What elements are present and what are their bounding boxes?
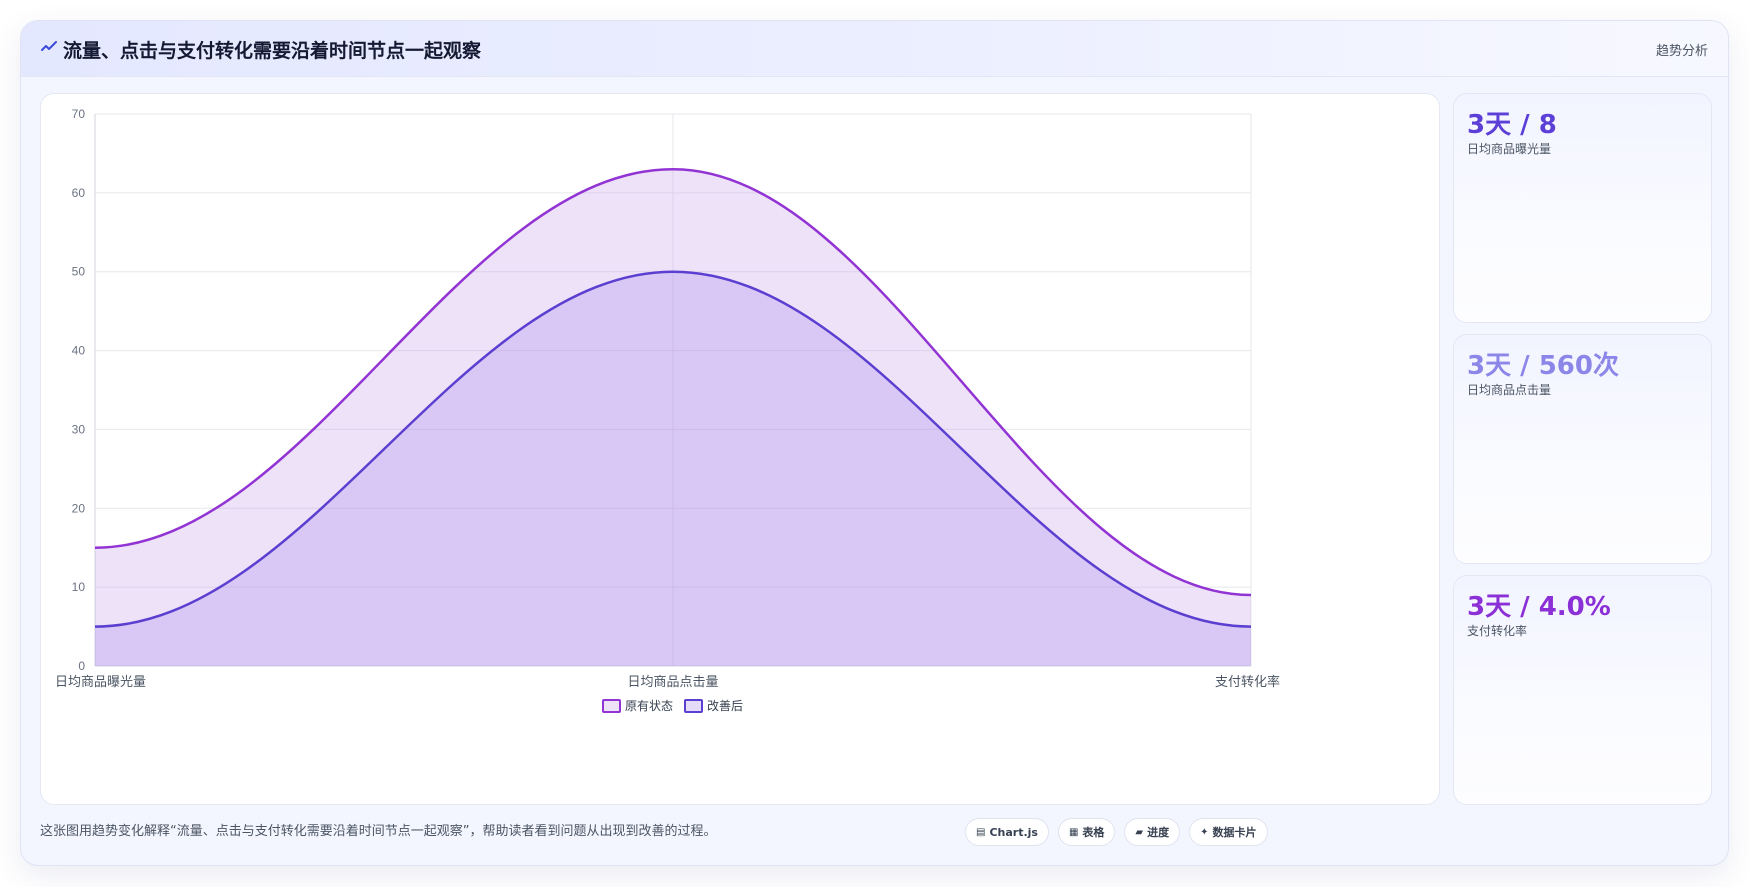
progress-icon: ▰ — [1135, 826, 1144, 838]
y-tick-label: 0 — [78, 659, 85, 673]
legend-label: 改善后 — [707, 698, 743, 713]
stat-label: 日均商品点击量 — [1467, 383, 1552, 397]
y-tick-label: 40 — [72, 344, 86, 358]
badge-data-card[interactable]: ✦ 数据卡片 — [1189, 818, 1268, 846]
badge-label: 数据卡片 — [1212, 826, 1257, 839]
stat-value: 3天 / 4.0% — [1467, 592, 1611, 622]
badge-label: Chart.js — [989, 825, 1038, 839]
y-tick-label: 30 — [72, 422, 86, 436]
y-tick-label: 60 — [72, 186, 86, 200]
series-area-0 — [95, 169, 1251, 666]
chart-panel: 0 10 20 30 40 50 60 70 日均商品曝光量 日均商品点击量 支付转化率原有状态 改善… — [40, 93, 1440, 805]
header-tag: 趋势分析 — [1655, 44, 1708, 59]
legend-label: 原有状态 — [625, 699, 673, 713]
stat-card-exposure: 3天 / 8 日均商品曝光量 — [1453, 93, 1712, 323]
stat-card-clicks: 3天 / 560次 日均商品点击量 — [1453, 334, 1712, 564]
series-area-1 — [95, 271, 1251, 666]
table-icon: ▦ — [1068, 826, 1079, 838]
chart-icon: ▤ — [976, 826, 986, 838]
series-line-1 — [94, 270, 1252, 628]
y-tick-label: 10 — [72, 580, 86, 594]
stat-value: 3天 / 560次 — [1467, 351, 1619, 381]
page-title: 流量、点击与支付转化需要沿着时间节点一起观察 — [63, 40, 482, 62]
badge-chartjs[interactable]: ▤ Chart.js — [965, 818, 1049, 846]
x-tick-label: 日均商品曝光量 — [55, 675, 146, 690]
x-tick-label: 日均商品点击量 — [627, 675, 718, 690]
card-header: 流量、点击与支付转化需要沿着时间节点一起观察 趋势分析 — [21, 21, 1728, 77]
chart-caption: 这张图用趋势变化解释“流量、点击与支付转化需要沿着时间节点一起观察”，帮助读者看… — [40, 824, 717, 839]
x-tick-label: 支付转化率 — [1215, 674, 1280, 690]
badge-progress[interactable]: ▰ 进度 — [1124, 818, 1181, 846]
legend-swatch — [602, 699, 621, 713]
badge-label: 表格 — [1082, 826, 1105, 839]
stat-label: 支付转化率 — [1467, 624, 1528, 638]
trend-line-icon — [41, 41, 57, 51]
stat-label: 日均商品曝光量 — [1467, 142, 1552, 156]
legend-swatch — [684, 699, 703, 713]
sparkle-icon: ✦ — [1200, 826, 1209, 838]
badge-label: 进度 — [1147, 826, 1170, 839]
y-tick-label: 20 — [72, 501, 86, 515]
y-tick-label: 50 — [72, 265, 86, 279]
badge-table[interactable]: ▦ 表格 — [1057, 818, 1116, 846]
stat-value: 3天 / 8 — [1467, 110, 1557, 140]
dashboard-card: 流量、点击与支付转化需要沿着时间节点一起观察 趋势分析 0 10 20 30 40 50 6… — [20, 20, 1729, 866]
stat-card-conversion: 3天 / 4.0% 支付转化率 — [1453, 575, 1712, 805]
series-line-0 — [94, 167, 1252, 597]
y-tick-label: 70 — [72, 107, 86, 121]
badge-row: ▤ Chart.js ▦ 表格 ▰ 进度 ✦ 数据卡片 — [965, 818, 1268, 846]
